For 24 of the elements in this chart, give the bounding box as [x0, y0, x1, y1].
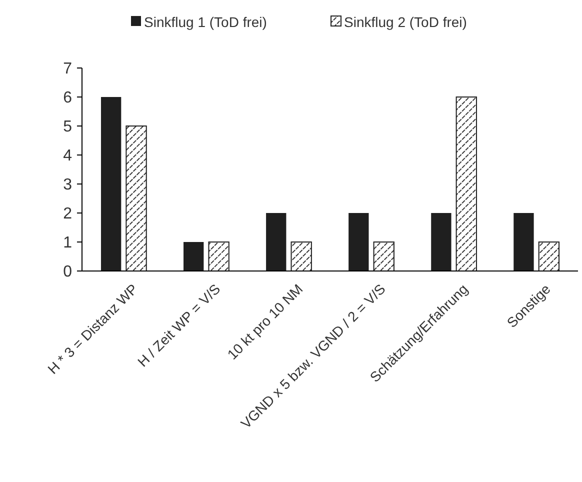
y-tick-label: 3: [63, 176, 72, 194]
x-tick-label: H / Zeit WP = V/S: [134, 280, 224, 370]
bar: [126, 126, 147, 272]
y-tick-label: 4: [63, 148, 72, 165]
bar: [208, 242, 230, 272]
bar: [290, 242, 312, 272]
x-tick-label: 10 kt pro 10 NM: [224, 280, 306, 362]
bar: [348, 213, 369, 271]
bar: [514, 213, 534, 271]
bar: [373, 242, 394, 272]
legend-label: Sinkflug 1 (ToD frei): [144, 14, 267, 30]
y-tick-label: 0: [63, 264, 72, 281]
y-tick-label: 2: [63, 206, 72, 223]
y-tick-label: 6: [63, 90, 72, 107]
bar: [456, 96, 477, 272]
y-tick-label: 7: [63, 60, 72, 78]
bar: [100, 97, 122, 271]
bar: [266, 213, 286, 271]
bar: [184, 242, 204, 271]
bar: [538, 242, 560, 272]
y-tick-label: 1: [63, 234, 72, 252]
bar: [431, 213, 452, 271]
y-tick-label: 5: [63, 118, 72, 136]
legend-label: Sinkflug 2 (ToD frei): [344, 14, 467, 30]
